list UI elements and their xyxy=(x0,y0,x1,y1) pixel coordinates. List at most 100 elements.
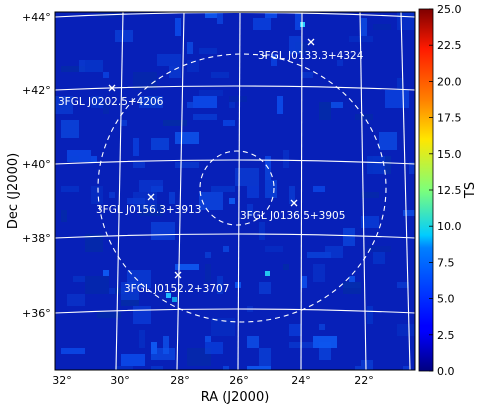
ts-pixel-patch xyxy=(397,12,415,30)
dec-gridline-40 xyxy=(55,159,415,165)
colorbar-tick-label: 7.5 xyxy=(437,256,455,269)
dec-gridline-38 xyxy=(55,233,415,239)
ts-pixel-patch xyxy=(151,222,175,240)
y-axis-title: Dec (J2000) xyxy=(6,153,21,229)
x-tick-label: 30° xyxy=(110,374,130,387)
ts-pixel-patch xyxy=(61,66,85,72)
colorbar-tick-label: 10.0 xyxy=(437,220,462,233)
x-axis-title: RA (J2000) xyxy=(201,390,270,405)
colorbar-tick-label: 22.5 xyxy=(437,39,462,52)
ts-pixel-patch xyxy=(373,252,385,264)
ts-pixel-patch xyxy=(343,282,361,294)
ts-pixel-patch xyxy=(67,294,85,306)
y-tick-label: +38° xyxy=(22,232,51,245)
ts-pixel-patch xyxy=(379,132,397,150)
ts-pixel-patch xyxy=(169,66,181,78)
ts-pixel-patch xyxy=(133,306,151,324)
ts-pixel-patch xyxy=(211,72,229,78)
ts-pixel-patch xyxy=(133,162,145,168)
ts-pixel-patch xyxy=(73,276,85,282)
ts-pixel-patch xyxy=(403,366,409,370)
ts-pixel-patch xyxy=(313,336,337,348)
ts-pixel-patch xyxy=(397,324,415,336)
ts-pixel-patch xyxy=(337,60,343,66)
source-label: 3FGL J0133.3+4324 xyxy=(258,50,364,62)
ts-pixel-patch xyxy=(193,96,217,108)
ts-pixel-patch xyxy=(91,156,97,162)
ts-pixel-patch xyxy=(331,102,343,108)
ts-pixel-patch xyxy=(259,348,271,366)
ts-pixel-patch xyxy=(301,276,307,288)
ts-pixel-patch xyxy=(157,54,181,66)
ts-pixel-patch xyxy=(163,120,187,126)
ts-pixel-patch xyxy=(121,354,145,366)
source-marker xyxy=(147,193,155,201)
ts-pixel-patch xyxy=(385,156,391,174)
ts-pixel-patch xyxy=(91,96,103,108)
colorbar-tick-label: 5.0 xyxy=(437,293,455,306)
ts-pixel-patch xyxy=(265,168,271,180)
ts-pixel-patch xyxy=(301,72,313,78)
ts-pixel-patch xyxy=(265,246,283,252)
ts-pixel-patch xyxy=(211,186,235,192)
ts-pixel-patch xyxy=(133,138,139,156)
ts-hot-pixel xyxy=(172,297,177,302)
dec-gridline-42 xyxy=(55,85,415,91)
ts-pixel-patch xyxy=(61,348,85,354)
ts-pixel-patch xyxy=(253,18,271,30)
ts-pixel-patch xyxy=(259,222,265,240)
ts-pixel-patch xyxy=(265,156,271,174)
ts-pixel-patch xyxy=(403,210,415,216)
ts-pixel-patch xyxy=(61,186,79,192)
ts-pixel-patch xyxy=(103,102,109,114)
ts-pixel-patch xyxy=(157,348,175,360)
ts-pixel-patch xyxy=(385,90,409,108)
ts-pixel-patch xyxy=(283,150,289,168)
ts-pixel-patch xyxy=(151,138,169,150)
ts-pixel-patch xyxy=(79,60,85,72)
ts-pixel-patch xyxy=(169,192,175,204)
colorbar-tick-label: 15.0 xyxy=(437,148,462,161)
ts-pixel-patch xyxy=(139,180,163,192)
ts-pixel-patch xyxy=(265,180,277,198)
colorbar-tick-label: 25.0 xyxy=(437,3,462,16)
ts-pixel-patch xyxy=(235,168,259,186)
ts-pixel-patch xyxy=(175,264,199,270)
source-label: 3FGL J0156.3+3913 xyxy=(96,204,201,216)
ts-hot-pixel xyxy=(166,293,171,298)
x-tick-label: 26° xyxy=(229,374,249,387)
ts-pixel-patch xyxy=(61,210,67,222)
ts-pixel-patch xyxy=(205,12,217,18)
ts-pixel-patch xyxy=(289,36,301,54)
ts-pixel-patch xyxy=(367,306,373,324)
ts-pixel-patch xyxy=(85,60,103,72)
ts-pixel-patch xyxy=(187,60,199,72)
source-marker xyxy=(108,84,116,92)
ts-pixel-patch xyxy=(103,270,109,276)
ts-pixel-patch xyxy=(373,24,391,30)
ts-pixel-patch xyxy=(205,252,211,258)
x-tick-label: 28° xyxy=(170,374,190,387)
ts-pixel-patch xyxy=(247,186,259,198)
ts-pixel-patch xyxy=(61,120,79,138)
ts-pixel-patch xyxy=(205,342,223,354)
ts-pixel-patch xyxy=(361,360,373,370)
ts-pixel-patch xyxy=(175,18,181,36)
ts-pixel-patch xyxy=(115,366,133,370)
ts-pixel-patch xyxy=(217,12,223,24)
inner-dashed-circle xyxy=(199,150,275,226)
ts-pixel-patch xyxy=(343,228,355,246)
ts-pixel-patch xyxy=(223,366,229,370)
dec-gridline-36 xyxy=(55,308,415,314)
ts-pixel-patch xyxy=(361,192,379,198)
ts-pixel-patch xyxy=(247,366,271,370)
y-tick-label: +40° xyxy=(22,158,51,171)
ts-pixel-patch xyxy=(229,102,235,108)
ts-pixel-patch xyxy=(199,90,223,96)
colorbar-tick-label: 20.0 xyxy=(437,75,462,88)
source-marker xyxy=(307,38,315,46)
ts-pixel-patch xyxy=(247,336,259,348)
ts-pixel-patch xyxy=(277,96,283,114)
ts-pixel-patch xyxy=(121,120,127,126)
ts-pixel-patch xyxy=(355,366,361,370)
